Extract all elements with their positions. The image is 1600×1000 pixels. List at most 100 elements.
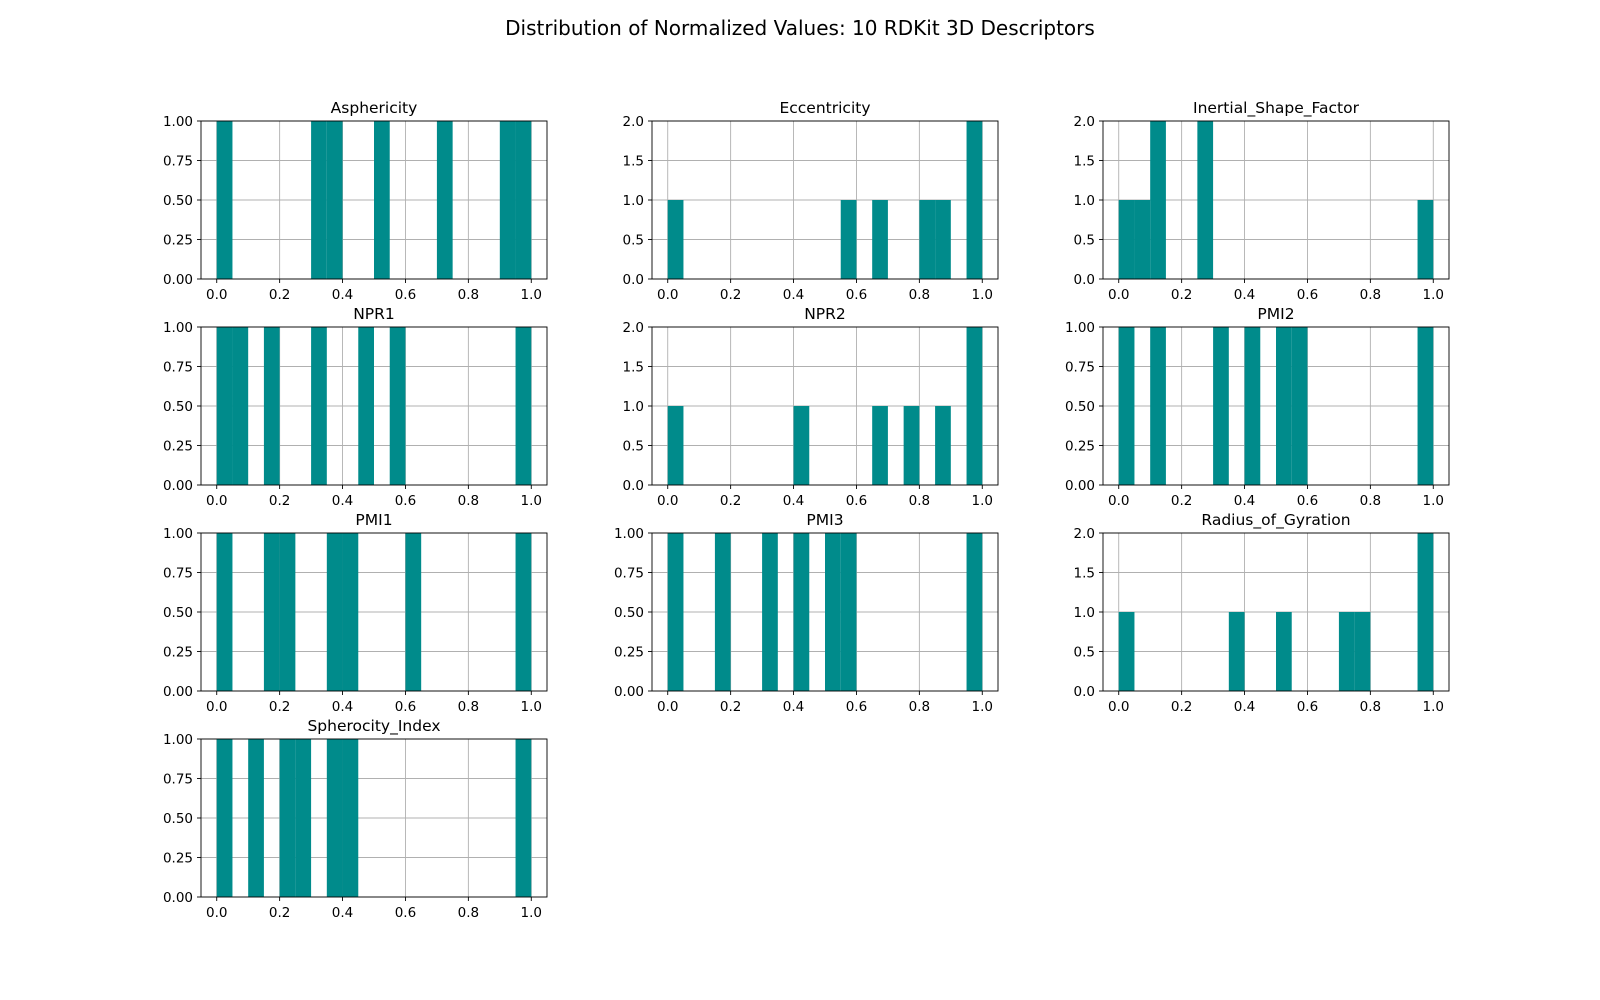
x-tick-label: 0.0 — [206, 905, 227, 921]
subplot-title: Eccentricity — [779, 99, 870, 117]
y-tick-label: 0.00 — [163, 890, 193, 906]
histogram-bar — [1338, 612, 1355, 691]
x-tick-label: 0.2 — [720, 287, 741, 303]
histogram-bar — [248, 739, 264, 897]
y-tick-label: 2.0 — [623, 320, 644, 336]
x-tick-label: 0.6 — [846, 287, 867, 303]
histogram-bar — [1417, 200, 1434, 279]
y-tick-label: 1.5 — [1074, 154, 1095, 170]
y-tick-label: 0.00 — [163, 272, 193, 288]
histogram-bar — [358, 327, 374, 485]
x-tick-label: 0.0 — [657, 699, 678, 715]
x-tick-label: 0.8 — [458, 287, 479, 303]
x-tick-label: 1.0 — [521, 699, 542, 715]
histogram-bar — [966, 327, 983, 485]
x-tick-label: 1.0 — [972, 287, 993, 303]
subplot-title: PMI1 — [355, 511, 392, 529]
x-tick-label: 0.8 — [909, 493, 930, 509]
x-tick-label: 0.4 — [332, 699, 353, 715]
histogram-bar — [1118, 612, 1135, 691]
histogram-bar — [342, 739, 359, 897]
x-tick-label: 0.8 — [458, 699, 479, 715]
histogram-bar — [840, 533, 857, 691]
subplot-asphericity: 0.0 0.2 0.4 0.6 0.8 1.0 0.00 0.25 0.50 0.75 1.00 As… — [163, 99, 548, 303]
y-tick-label: 1.00 — [1065, 320, 1095, 336]
histogram-bar — [216, 739, 233, 897]
figure-title: Distribution of Normalized Values: 10 RD… — [505, 16, 1095, 40]
histogram-bar — [279, 533, 296, 691]
x-tick-label: 0.8 — [909, 699, 930, 715]
x-tick-label: 0.6 — [1297, 699, 1318, 715]
x-tick-label: 0.0 — [206, 493, 227, 509]
x-tick-label: 1.0 — [1423, 699, 1444, 715]
histogram-bar — [825, 533, 841, 691]
y-tick-label: 0.25 — [163, 233, 193, 249]
histogram-bar — [1276, 612, 1292, 691]
subplot-title: Asphericity — [331, 99, 418, 117]
y-tick-label: 0.50 — [163, 811, 193, 827]
y-tick-label: 2.0 — [1074, 526, 1095, 542]
x-tick-label: 1.0 — [521, 905, 542, 921]
y-tick-label: 0.5 — [1074, 645, 1095, 661]
histogram-bar — [1244, 327, 1261, 485]
x-tick-label: 1.0 — [972, 493, 993, 509]
histogram-bar — [326, 121, 343, 279]
y-tick-label: 1.00 — [614, 526, 644, 542]
histogram-bar — [216, 327, 233, 485]
histogram-bar — [714, 533, 731, 691]
x-tick-label: 0.0 — [657, 287, 678, 303]
y-tick-label: 0.00 — [163, 478, 193, 494]
y-tick-label: 0.25 — [163, 851, 193, 867]
x-tick-label: 0.4 — [1234, 493, 1255, 509]
y-tick-label: 0.00 — [614, 684, 644, 700]
y-tick-label: 1.00 — [163, 320, 193, 336]
x-tick-label: 1.0 — [972, 699, 993, 715]
histogram-bar — [436, 121, 453, 279]
histogram-bar — [311, 327, 327, 485]
x-tick-label: 0.4 — [783, 287, 804, 303]
y-tick-label: 1.0 — [1074, 605, 1095, 621]
histogram-bar — [903, 406, 920, 485]
histogram-bar — [216, 121, 233, 279]
histogram-bar — [295, 739, 312, 897]
x-tick-label: 0.4 — [1234, 287, 1255, 303]
y-tick-label: 0.25 — [1065, 439, 1095, 455]
histogram-bar — [263, 327, 280, 485]
x-tick-label: 0.4 — [1234, 699, 1255, 715]
histogram-bar — [1197, 121, 1214, 279]
x-tick-label: 0.8 — [1360, 699, 1381, 715]
x-tick-label: 0.6 — [1297, 493, 1318, 509]
y-tick-label: 2.0 — [623, 114, 644, 130]
histogram-bar — [1354, 612, 1371, 691]
y-tick-label: 0.0 — [623, 478, 644, 494]
histogram-bar — [515, 121, 532, 279]
x-tick-label: 0.6 — [846, 493, 867, 509]
subplot-pmi3: 0.0 0.2 0.4 0.6 0.8 1.0 0.00 0.25 0.50 0.75 1.00 PM… — [614, 511, 999, 715]
histogram-bar — [515, 327, 532, 485]
histogram-bar — [374, 121, 390, 279]
x-tick-label: 0.6 — [395, 699, 416, 715]
y-tick-label: 1.0 — [623, 399, 644, 415]
histogram-bar — [326, 739, 343, 897]
x-tick-label: 0.8 — [458, 493, 479, 509]
x-tick-label: 0.0 — [206, 699, 227, 715]
y-tick-label: 0.75 — [614, 566, 644, 582]
x-tick-label: 0.0 — [1108, 287, 1129, 303]
subplot-title: Spherocity_Index — [307, 717, 440, 736]
x-tick-label: 0.2 — [1171, 287, 1192, 303]
subplot-title: Inertial_Shape_Factor — [1193, 99, 1360, 118]
histogram-bar — [919, 200, 936, 279]
x-tick-label: 0.4 — [332, 493, 353, 509]
histogram-bar — [1417, 327, 1434, 485]
subplot-npr1: 0.0 0.2 0.4 0.6 0.8 1.0 0.00 0.25 0.50 0.75 1.00 NP… — [163, 305, 548, 509]
histogram-bar — [1417, 533, 1434, 691]
histogram-bar — [966, 533, 983, 691]
y-tick-label: 0.00 — [163, 684, 193, 700]
y-tick-label: 1.5 — [623, 360, 644, 376]
subplot-title: NPR1 — [353, 305, 395, 323]
histogram-bar — [966, 121, 983, 279]
histogram-bar — [515, 739, 532, 897]
x-tick-label: 1.0 — [1423, 493, 1444, 509]
y-tick-label: 1.5 — [1074, 566, 1095, 582]
